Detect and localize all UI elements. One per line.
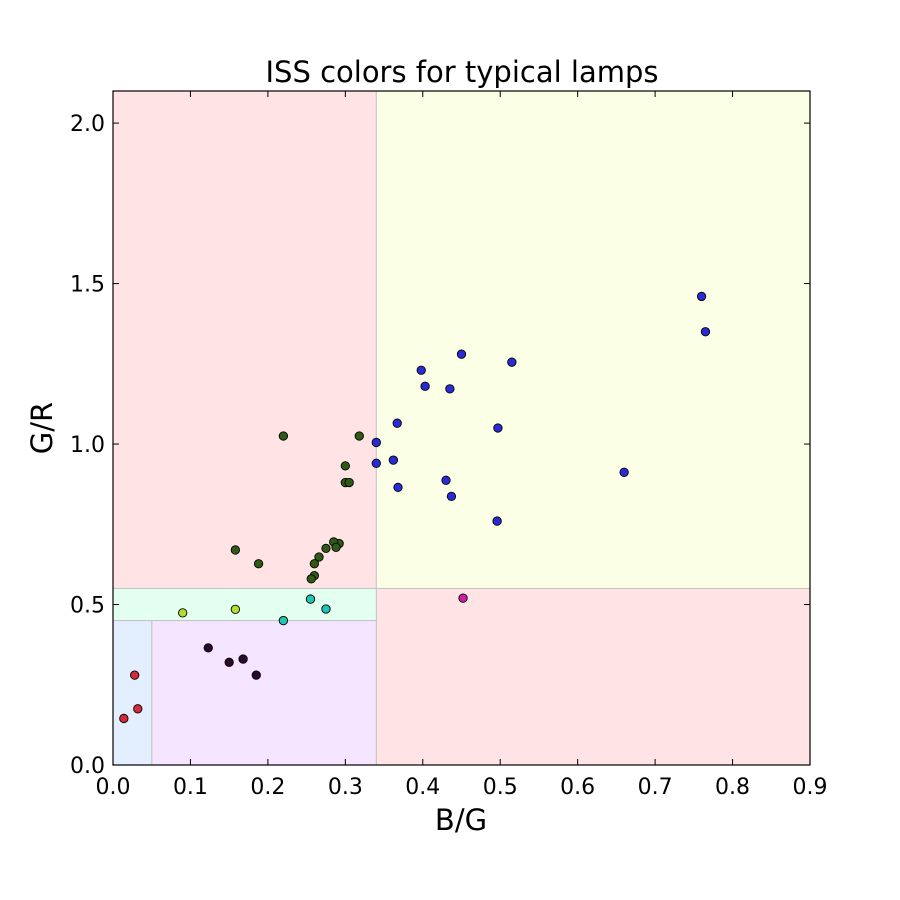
data-point — [619, 467, 629, 477]
data-point — [321, 604, 331, 614]
region-4 — [151, 620, 377, 766]
data-point — [331, 542, 341, 553]
x-tick-label: 0.3 — [328, 775, 363, 800]
plot-frame — [112, 90, 811, 766]
scatter-points — [119, 291, 711, 724]
data-point — [230, 604, 241, 614]
data-point — [420, 381, 430, 391]
y-tick-label: 2.0 — [70, 112, 105, 137]
data-point — [445, 384, 455, 394]
x-tick-label: 0.7 — [638, 775, 673, 800]
data-point — [344, 477, 354, 488]
x-tick-label: 0.2 — [250, 775, 285, 800]
data-point — [238, 654, 248, 664]
data-point — [251, 670, 261, 680]
region-5 — [112, 620, 153, 766]
y-tick-label: 0.5 — [70, 594, 105, 619]
data-point — [278, 615, 289, 626]
data-point — [278, 431, 289, 441]
data-point — [371, 437, 381, 448]
y-tick-label: 1.5 — [70, 273, 105, 298]
x-tick-label: 0.8 — [715, 775, 750, 800]
y-axis-label: G/R — [25, 402, 59, 454]
data-point — [392, 418, 402, 428]
data-point — [309, 559, 320, 569]
data-point — [388, 455, 398, 465]
x-axis-label: B/G — [435, 803, 487, 837]
y-tick-label: 1.0 — [70, 433, 105, 458]
data-point — [253, 559, 264, 569]
data-point — [458, 593, 468, 603]
region-1 — [375, 90, 811, 589]
region-3 — [112, 587, 377, 622]
chart-title: ISS colors for typical lamps — [265, 55, 658, 89]
data-point — [305, 594, 316, 604]
data-point — [700, 327, 711, 337]
data-point — [203, 643, 213, 653]
data-point — [393, 482, 403, 493]
x-tick-label: 0.4 — [405, 775, 440, 800]
data-point — [340, 461, 350, 471]
x-tick-label: 0.0 — [96, 775, 131, 800]
region-2 — [375, 587, 811, 766]
x-tick-label: 0.5 — [483, 775, 518, 800]
data-point — [446, 491, 457, 502]
data-point — [456, 349, 467, 359]
y-axis-ticks: 0.0 0.5 1.0 1.5 2.0 — [70, 112, 810, 779]
x-axis-ticks: 0.0 0.1 0.2 0.3 0.4 0.5 0.6 0.7 0.8 0.9 — [96, 91, 828, 800]
region-0 — [112, 90, 377, 589]
data-point — [371, 458, 381, 468]
y-tick-label: 0.0 — [70, 754, 105, 779]
x-tick-label: 0.6 — [560, 775, 595, 800]
x-tick-label: 0.9 — [793, 775, 828, 800]
data-point — [696, 291, 707, 302]
data-point — [306, 574, 316, 584]
data-point — [493, 423, 503, 433]
data-point — [178, 608, 188, 618]
data-point — [416, 365, 426, 375]
data-point — [133, 704, 143, 714]
data-point — [492, 516, 502, 526]
data-point — [230, 545, 241, 555]
color-regions — [112, 90, 811, 766]
x-tick-label: 0.1 — [173, 775, 208, 800]
data-point — [321, 543, 331, 554]
data-point — [119, 713, 129, 724]
data-point — [130, 670, 140, 680]
data-point — [354, 431, 364, 441]
data-point — [507, 357, 517, 367]
data-point — [441, 475, 451, 485]
data-point — [224, 657, 234, 667]
data-point — [314, 552, 324, 562]
